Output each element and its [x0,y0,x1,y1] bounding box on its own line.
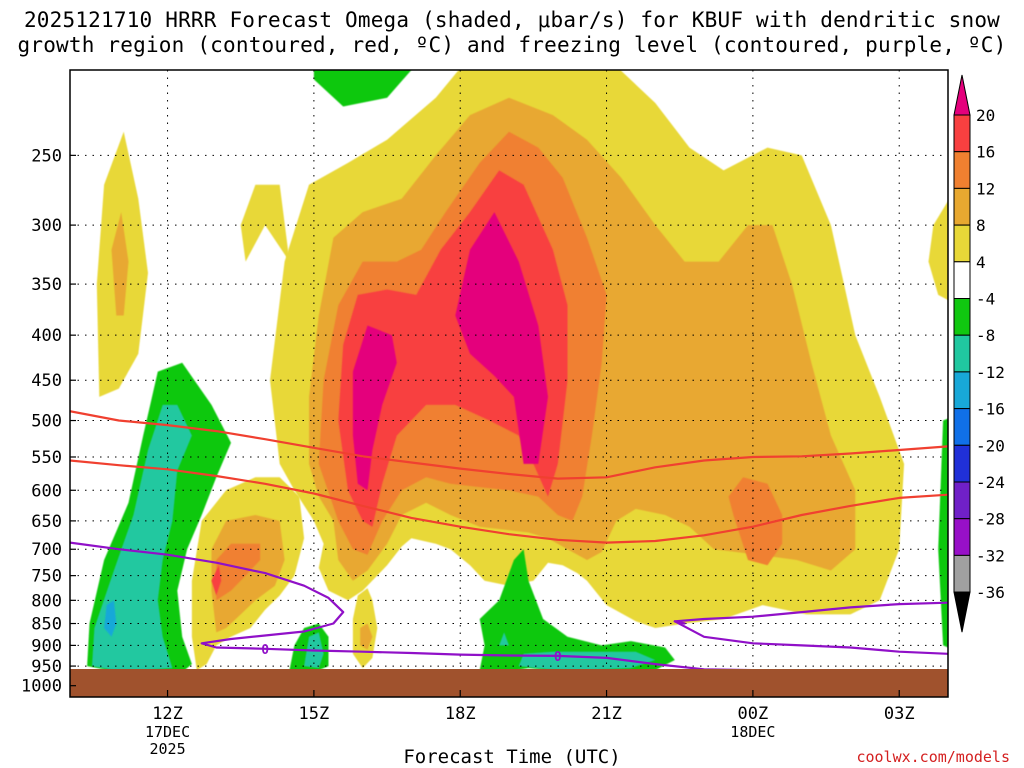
colorbar-bin-10 [953,444,971,483]
0C-line-east [673,601,948,625]
plot-frame [69,69,949,698]
omega-16-20-sw [211,565,222,596]
y-tick-label-350: 350 [31,275,62,295]
colorbar-label-12: 12 [976,179,995,198]
0C-line-lower-east [673,620,948,655]
colorbar-label-8: 8 [976,216,986,235]
omega-20-plus-b [455,212,548,464]
omega-neg4-top [313,70,412,107]
x-tick-label-00Z: 00Z [738,704,769,724]
colorbar-bin-7 [953,334,971,373]
omega-neg12-west [104,600,117,637]
omega-12-16-east [728,477,783,566]
colorbar-label--8: -8 [976,326,995,345]
y-tick-label-800: 800 [31,591,62,611]
colorbar-label--12: -12 [976,363,1005,382]
colorbar-bin-12 [953,518,971,556]
colorbar-label--36: -36 [976,583,1005,602]
chart-title-line-2: growth region (contoured, red, ºC) and f… [17,33,1007,57]
omega-8-12-s [360,623,373,650]
colorbar-bin-4 [953,224,971,263]
x-tick-label-15Z: 15Z [299,704,330,724]
x-tick-label-12Z: 12Z [152,704,183,724]
freezing-level-label-1: 0 [554,650,562,665]
colorbar-bottom-arrow [953,591,971,633]
colorbar-bin-6 [953,298,971,336]
colorbar-label-4: 4 [976,253,986,272]
y-tick-label-450: 450 [31,371,62,391]
omega-12-16-sw [216,543,261,601]
colorbar-label--4: -4 [976,290,995,309]
colorbar-bin-1 [953,114,971,153]
y-tick-label-900: 900 [31,636,62,656]
y-tick-label-250: 250 [31,146,62,166]
colorbar-label--28: -28 [976,510,1005,529]
omega-neg4-east [938,418,948,648]
colorbar-label-20: 20 [976,106,995,125]
omega-4-8-east-edge [928,200,948,301]
x-axis-title: Forecast Time (UTC) [403,746,621,768]
colorbar-label--16: -16 [976,400,1005,419]
freezing-level-label-0: 0 [261,643,269,658]
dgz-lower [70,459,948,544]
y-tick-label-600: 600 [31,481,62,501]
dgz-upper [70,410,948,480]
omega-8-12-west [111,212,129,316]
y-tick-label-300: 300 [31,216,62,236]
colorbar-bin-9 [953,408,971,446]
y-tick-label-1000: 1000 [21,677,62,697]
x-tick-date-12Z: 17DEC [145,723,190,741]
x-tick-label-03Z: 03Z [884,704,915,724]
colorbar-bin-5 [953,261,971,299]
colorbar-bin-3 [953,187,971,226]
omega-neg4-central [479,549,675,674]
colorbar-top-arrow [953,74,971,116]
credit-link[interactable]: coolwx.com/models [856,748,1010,766]
y-tick-label-750: 750 [31,567,62,587]
y-tick-label-700: 700 [31,540,62,560]
ground-surface [70,669,948,697]
y-tick-label-400: 400 [31,326,62,346]
colorbar-bin-11 [953,481,971,520]
y-tick-label-500: 500 [31,412,62,432]
y-tick-label-850: 850 [31,615,62,635]
omega-neg8-c2 [499,632,509,646]
chart-title-line-1: 2025121710 HRRR Forecast Omega (shaded, … [23,8,1001,32]
colorbar-bin-13 [953,554,971,593]
colorbar-label--32: -32 [976,546,1005,565]
omega-20-plus [352,325,397,491]
colorbar-bin-8 [953,371,971,410]
colorbar-bin-2 [953,151,971,189]
y-tick-label-650: 650 [31,512,62,532]
colorbar-label--20: -20 [976,436,1005,455]
x-tick-label-21Z: 21Z [591,704,622,724]
x-tick-label-18Z: 18Z [445,704,476,724]
omega-8-12-sw [211,515,285,633]
colorbar-label-16: 16 [976,143,995,162]
x-tick-date-00Z: 18DEC [730,723,775,741]
omega-4-8-top [240,184,290,262]
y-tick-label-550: 550 [31,448,62,468]
y-tick-label-950: 950 [31,657,62,677]
x-tick-year-12Z: 2025 [149,740,185,758]
colorbar-label--24: -24 [976,473,1005,492]
omega-neg8-west [92,404,192,671]
